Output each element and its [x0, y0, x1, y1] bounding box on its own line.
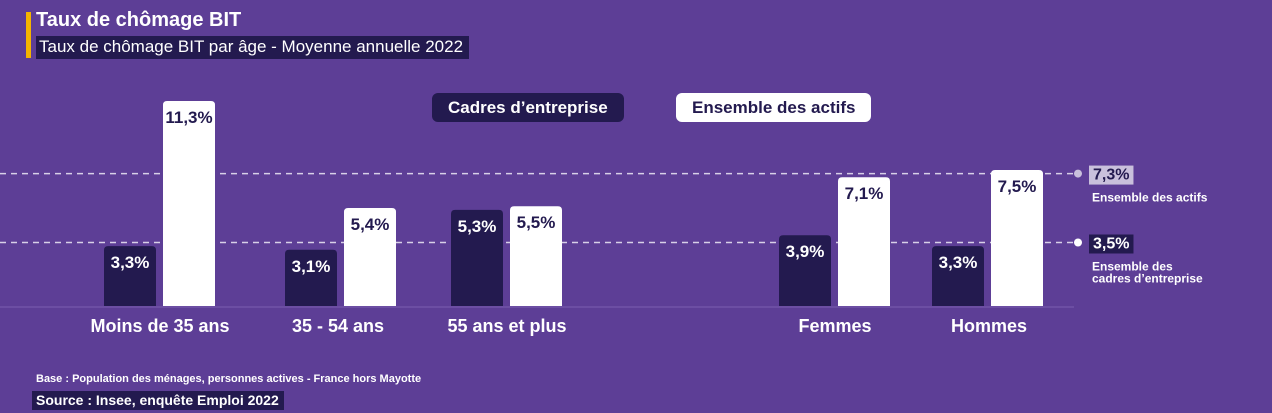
reference-value-badge-1 [1089, 234, 1134, 254]
bar-ensemble-0 [163, 101, 215, 306]
title-accent-bar [26, 12, 31, 58]
reference-value-badge-0 [1089, 165, 1134, 185]
reference-dot-0 [1074, 169, 1082, 178]
reference-caption-1-0: Ensemble des [1092, 260, 1173, 274]
bar-cadres-4 [932, 246, 984, 306]
category-label-2: 55 ans et plus [447, 316, 566, 336]
data-label-cadres-0: 3,3% [111, 253, 150, 272]
data-label-ensemble-1: 5,4% [351, 215, 390, 234]
data-label-cadres-2: 5,3% [458, 217, 497, 236]
legend-item-ensemble: Ensemble des actifs [676, 93, 872, 122]
footnote-base: Base : Population des ménages, personnes… [36, 373, 422, 385]
category-label-4: Hommes [951, 316, 1027, 336]
category-label-3: Femmes [798, 316, 871, 336]
category-label-0: Moins de 35 ans [90, 316, 229, 336]
category-label-1: 35 - 54 ans [292, 316, 384, 336]
data-label-ensemble-2: 5,5% [517, 213, 556, 232]
bar-ensemble-4 [991, 169, 1043, 306]
data-label-ensemble-4: 7,5% [998, 177, 1037, 196]
chart-title: Taux de chômage BIT [36, 9, 242, 31]
reference-value-label-1: 3,5% [1093, 236, 1129, 253]
bar-ensemble-1 [344, 208, 396, 306]
chart-subtitle: Taux de chômage BIT par âge - Moyenne an… [36, 36, 470, 59]
data-label-cadres-1: 3,1% [292, 257, 331, 276]
bar-cadres-3 [779, 235, 831, 306]
footnote-source: Source : Insee, enquête Emploi 2022 [32, 391, 284, 410]
reference-value-label-0: 7,3% [1093, 167, 1129, 184]
data-label-cadres-3: 3,9% [786, 242, 825, 261]
reference-caption-0-0: Ensemble des actifs [1092, 191, 1208, 205]
data-label-ensemble-0: 11,3% [165, 108, 212, 127]
data-label-cadres-4: 3,3% [939, 253, 978, 272]
bar-ensemble-3 [838, 177, 890, 306]
bar-cadres-1 [285, 249, 337, 306]
bar-cadres-2 [451, 209, 503, 306]
bar-cadres-0 [104, 246, 156, 306]
data-label-ensemble-3: 7,1% [845, 184, 884, 203]
reference-dot-1 [1074, 238, 1082, 247]
reference-caption-1-1: cadres d’entreprise [1092, 272, 1203, 286]
bar-ensemble-2 [510, 206, 562, 306]
legend-item-cadres: Cadres d’entreprise [432, 93, 624, 122]
